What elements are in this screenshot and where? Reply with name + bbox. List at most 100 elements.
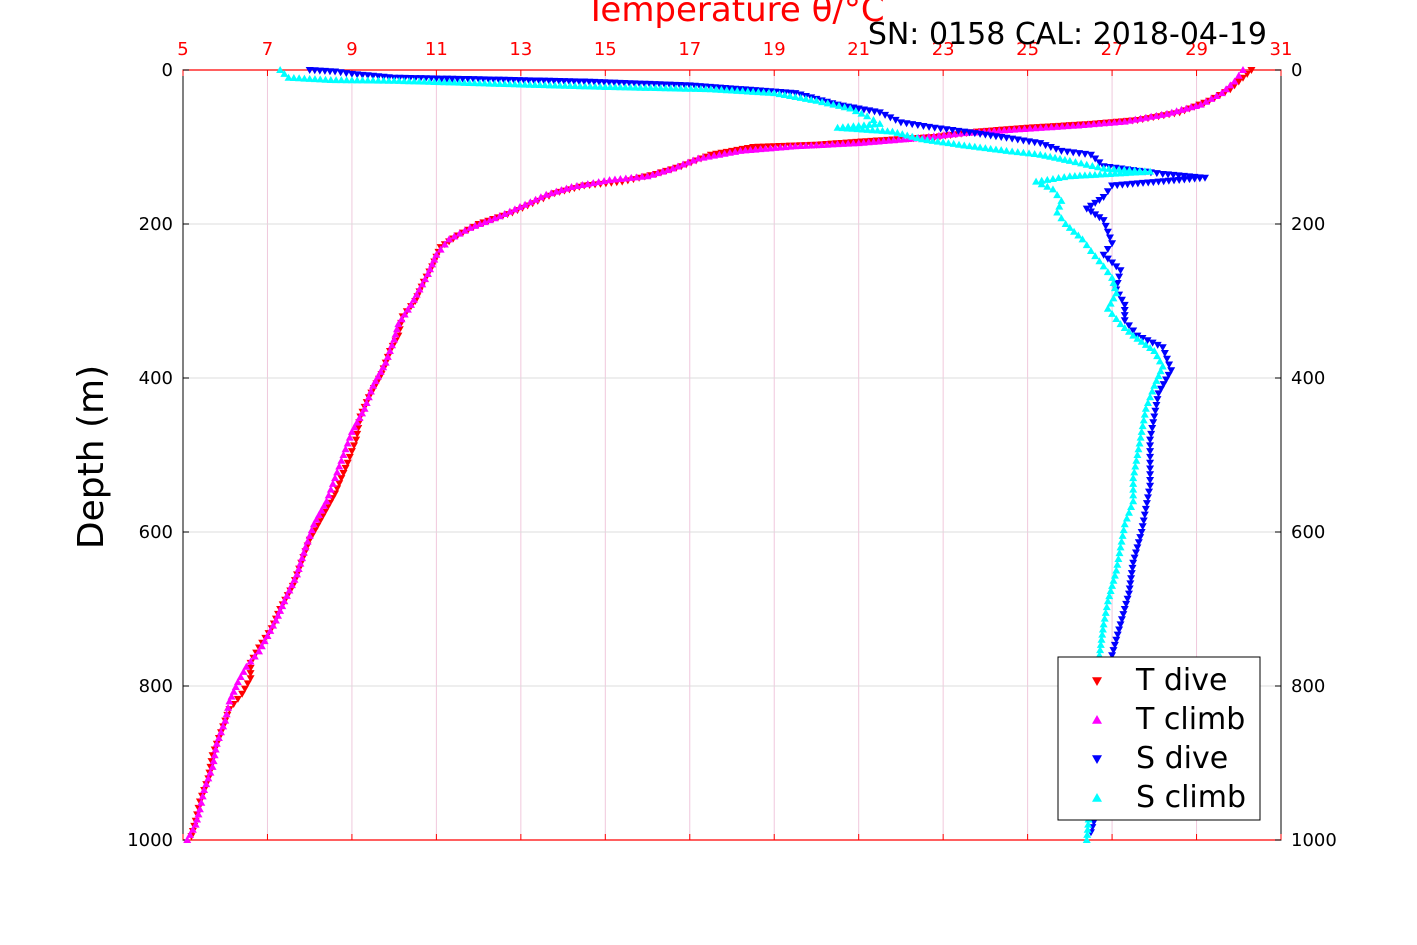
s-climb-point bbox=[1057, 196, 1066, 204]
t-climb-point bbox=[376, 367, 385, 375]
t-climb-point bbox=[1217, 89, 1226, 97]
t-dive-point bbox=[353, 430, 362, 438]
s-climb-point bbox=[749, 87, 758, 95]
s-climb-point bbox=[1112, 566, 1121, 574]
s-dive-point bbox=[416, 75, 425, 83]
s-climb-point bbox=[706, 85, 715, 93]
s-climb-point bbox=[591, 82, 600, 90]
t-climb-point bbox=[1177, 105, 1186, 113]
t-climb-point bbox=[668, 164, 677, 172]
s-climb-point bbox=[1137, 427, 1146, 435]
t-climb-point bbox=[854, 139, 863, 147]
t-climb-point bbox=[500, 209, 509, 217]
t-climb-point bbox=[939, 131, 948, 139]
s-climb-point bbox=[1098, 625, 1107, 633]
t-climb-point bbox=[271, 616, 280, 624]
s-climb-point bbox=[280, 69, 289, 77]
t-climb-point bbox=[1063, 122, 1072, 130]
s-climb-point bbox=[1055, 154, 1064, 162]
s-dive-point bbox=[1108, 652, 1117, 660]
t-climb-point bbox=[610, 175, 619, 183]
s-climb-point bbox=[1105, 169, 1114, 177]
s-climb-point bbox=[1120, 165, 1129, 173]
s-climb-point bbox=[843, 124, 852, 132]
t-climb-point bbox=[1212, 91, 1221, 99]
s-climb-point bbox=[1085, 171, 1094, 179]
t-dive-point bbox=[1234, 78, 1243, 86]
t-climb-point bbox=[812, 141, 821, 149]
t-climb-point bbox=[536, 193, 545, 201]
t-climb-point bbox=[786, 142, 795, 150]
t-climb-point bbox=[694, 154, 703, 162]
t-climb-point bbox=[466, 223, 475, 231]
t-climb-point bbox=[392, 325, 401, 333]
s-dive-point bbox=[1113, 280, 1122, 288]
s-climb-point bbox=[918, 135, 927, 143]
s-climb-point bbox=[332, 76, 341, 84]
s-dive-point bbox=[913, 122, 922, 130]
t-climb-point bbox=[391, 330, 400, 338]
s-climb-point bbox=[829, 100, 838, 108]
s-climb-point bbox=[1148, 387, 1157, 395]
s-climb-point bbox=[1051, 153, 1060, 161]
s-climb-point bbox=[395, 76, 404, 84]
s-climb-point bbox=[1130, 468, 1139, 476]
t-climb-point bbox=[188, 825, 197, 833]
t-climb-point bbox=[874, 137, 883, 145]
s-climb-point bbox=[1108, 309, 1117, 317]
s-climb-point bbox=[384, 76, 393, 84]
t-climb-point bbox=[761, 144, 770, 152]
s-climb-point bbox=[289, 73, 298, 81]
s-climb-point bbox=[696, 85, 705, 93]
t-climb-point bbox=[995, 126, 1004, 134]
s-climb-point bbox=[505, 80, 514, 88]
s-climb-point bbox=[475, 79, 484, 87]
t-climb-point bbox=[526, 198, 535, 206]
y-tick-label-right: 600 bbox=[1291, 522, 1325, 543]
s-dive-point bbox=[942, 126, 951, 134]
t-climb-point bbox=[583, 180, 592, 188]
s-climb-point bbox=[295, 74, 304, 82]
t-climb-point bbox=[206, 768, 215, 776]
legend-marker-s-dive bbox=[1092, 755, 1102, 764]
s-climb-point bbox=[1136, 168, 1145, 176]
s-dive-point bbox=[1046, 144, 1055, 151]
s-climb-point bbox=[807, 95, 816, 103]
s-climb-point bbox=[1129, 474, 1138, 482]
t-climb-point bbox=[303, 537, 312, 545]
s-climb-point bbox=[1114, 554, 1123, 562]
t-climb-point bbox=[471, 221, 480, 229]
legend-marker-t-climb bbox=[1092, 715, 1102, 724]
s-climb-point bbox=[1008, 147, 1017, 155]
t-climb-point bbox=[557, 186, 566, 194]
s-dive-point bbox=[930, 124, 939, 132]
t-climb-point bbox=[298, 554, 307, 562]
s-climb-point bbox=[1065, 156, 1074, 164]
s-climb-point bbox=[415, 77, 424, 85]
s-dive-point bbox=[1123, 595, 1132, 603]
t-dive-point bbox=[339, 469, 348, 477]
t-climb-point bbox=[572, 182, 581, 190]
t-dive-point bbox=[233, 695, 242, 703]
s-dive-point bbox=[1146, 442, 1155, 450]
t-climb-point bbox=[594, 178, 603, 186]
s-dive-point bbox=[421, 75, 430, 83]
t-climb-point bbox=[648, 170, 657, 178]
s-dive-point bbox=[925, 123, 934, 131]
t-climb-point bbox=[632, 173, 641, 181]
t-climb-point bbox=[307, 526, 316, 534]
s-dive-point bbox=[1143, 337, 1152, 345]
s-climb-point bbox=[586, 82, 595, 90]
t-climb-point bbox=[1000, 126, 1009, 134]
s-dive-point bbox=[1129, 327, 1138, 335]
t-climb-point bbox=[193, 815, 202, 823]
s-climb-point bbox=[991, 145, 1000, 153]
s-dive-point bbox=[1116, 621, 1125, 629]
s-dive-point bbox=[1140, 511, 1149, 519]
t-climb-point bbox=[859, 138, 868, 146]
s-dive-point bbox=[1115, 626, 1124, 634]
s-climb-point bbox=[430, 77, 439, 85]
t-climb-point bbox=[658, 167, 667, 175]
s-climb-point bbox=[1099, 620, 1108, 628]
legend-marker-t-dive bbox=[1092, 677, 1102, 686]
